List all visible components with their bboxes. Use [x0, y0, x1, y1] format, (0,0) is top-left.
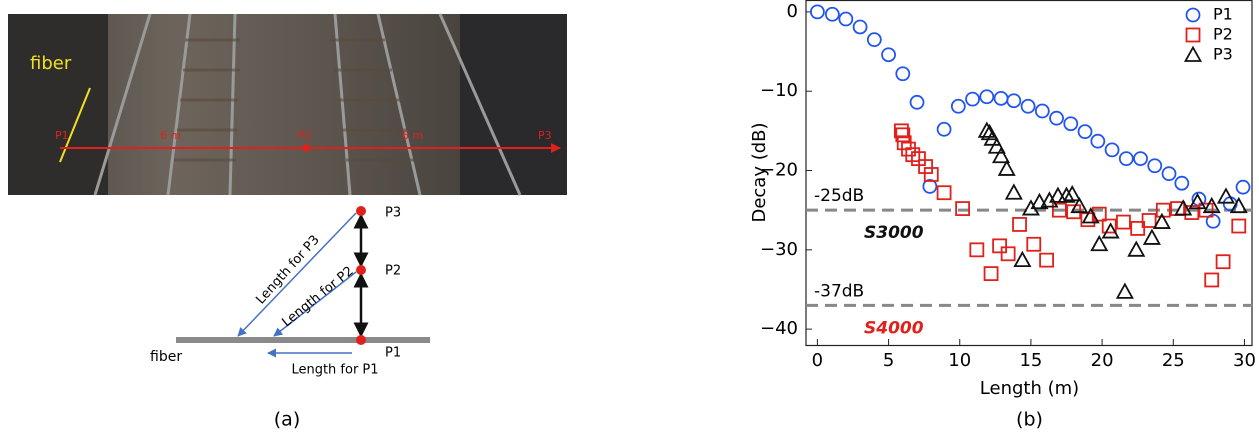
x-tick-label: 5 [883, 350, 894, 371]
x-tick-label: 25 [1162, 350, 1185, 371]
data-point [1106, 143, 1119, 156]
data-point [1027, 238, 1040, 251]
data-point [1134, 152, 1147, 165]
data-point [1129, 242, 1144, 256]
data-point [826, 8, 839, 21]
y-axis-label: Decay (dB) [749, 122, 770, 222]
data-point [1007, 94, 1020, 107]
data-point [1013, 218, 1026, 231]
point-label: P3 [385, 206, 401, 221]
point-label: P2 [298, 129, 312, 142]
data-point [854, 20, 867, 33]
data-point [1144, 230, 1159, 244]
data-point [1148, 159, 1161, 172]
data-point [980, 90, 993, 103]
data-point [966, 93, 979, 106]
data-point [995, 92, 1008, 105]
data-point [868, 33, 881, 46]
legend-label: P2 [1213, 25, 1233, 44]
data-point [1218, 189, 1233, 203]
legend-label: P3 [1213, 45, 1233, 64]
data-point [1224, 197, 1237, 210]
length-label: Length for P1 [291, 363, 378, 378]
x-tick-label: 10 [948, 350, 971, 371]
y-tick-label: −40 [760, 318, 798, 339]
distance-label: 6 m [402, 129, 423, 142]
data-point [985, 267, 998, 280]
plot-frame [806, 1, 1252, 346]
data-point [1205, 273, 1218, 286]
legend-label: P1 [1213, 5, 1233, 24]
point-label: P2 [385, 264, 401, 279]
data-point [1117, 284, 1132, 298]
data-point [1079, 125, 1092, 138]
data-point [1091, 135, 1104, 148]
x-tick-label: 0 [812, 350, 823, 371]
data-point [938, 186, 951, 199]
data-point [999, 161, 1014, 175]
page: fiber P1 6 m P2 6 m P3 P3 P2 P1 fiber Le… [0, 0, 1259, 438]
data-point [896, 67, 909, 80]
point-label: P1 [55, 129, 69, 142]
data-point [1117, 216, 1130, 229]
data-point [1006, 185, 1021, 199]
data-point [993, 239, 1006, 252]
data-point [811, 5, 824, 18]
fiber-label: fiber [150, 349, 182, 365]
y-tick-label: −10 [760, 80, 798, 101]
reference-label: -25dB [814, 186, 864, 206]
data-point [1040, 254, 1053, 267]
data-point [1163, 167, 1176, 180]
reference-name: S3000 [864, 223, 924, 243]
figure: fiber P1 6 m P2 6 m P3 P3 P2 P1 fiber Le… [0, 0, 1259, 434]
data-point [1092, 237, 1107, 251]
point-label: P3 [538, 129, 552, 142]
distance-label: 6 m [160, 129, 181, 142]
photo [8, 14, 567, 195]
panel-caption: (a) [274, 409, 300, 431]
x-axis-label: Length (m) [980, 378, 1079, 399]
x-tick-label: 30 [1233, 350, 1256, 371]
data-point [1237, 181, 1250, 194]
data-point [1175, 177, 1188, 190]
data-point [1022, 100, 1035, 113]
data-point [1036, 105, 1049, 118]
reference-name: S4000 [864, 318, 924, 338]
legend-marker [1187, 29, 1200, 42]
y-tick-label: 0 [787, 1, 798, 22]
reference-label: -37dB [814, 281, 864, 301]
data-point [1120, 152, 1133, 165]
fiber-label: fiber [30, 53, 72, 74]
legend-marker [1187, 9, 1200, 22]
diagram [176, 206, 430, 353]
data-point [1050, 112, 1063, 125]
data-point [970, 243, 983, 256]
data-point [994, 149, 1009, 163]
data-point [956, 202, 969, 215]
data-point [911, 96, 924, 109]
data-point [1232, 220, 1245, 233]
data-point [882, 48, 895, 61]
legend-marker [1186, 48, 1201, 62]
x-tick-label: 20 [1091, 350, 1114, 371]
data-point [839, 13, 852, 26]
data-point [1064, 117, 1077, 130]
data-point [1217, 255, 1230, 268]
panel-caption: (b) [1016, 409, 1043, 431]
point-label: P1 [385, 346, 401, 361]
data-point [1015, 253, 1030, 267]
data-point [938, 123, 951, 136]
y-tick-label: −30 [760, 239, 798, 260]
data-point [952, 100, 965, 113]
x-tick-label: 15 [1019, 350, 1042, 371]
data-point [1002, 247, 1015, 260]
